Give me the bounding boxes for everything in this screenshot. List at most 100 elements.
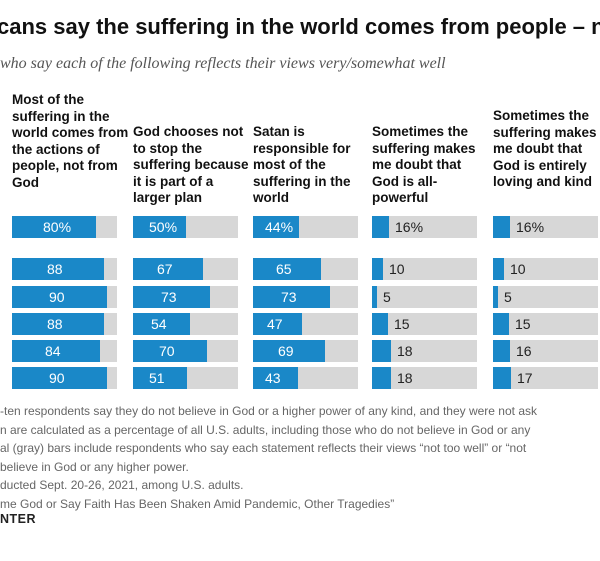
bar [133, 258, 203, 280]
bar [493, 340, 510, 362]
bar-track: 5 [372, 286, 477, 308]
bar-track: 73 [253, 286, 358, 308]
bar-track: 10 [372, 258, 477, 280]
bar-track: 54 [133, 313, 238, 335]
bar [12, 216, 96, 238]
bar [12, 340, 100, 362]
bar-value-label: 69 [278, 343, 294, 359]
bar [12, 367, 107, 389]
bar-value-label: 80% [43, 219, 72, 235]
column-header: Sometimes the suffering makes me doubt t… [493, 108, 597, 189]
bar [493, 216, 510, 238]
bar [253, 216, 299, 238]
note-line: ducted Sept. 20-26, 2021, among U.S. adu… [0, 478, 244, 493]
bar [372, 340, 391, 362]
bar-track: 70 [133, 340, 238, 362]
bar-track: 15 [372, 313, 477, 335]
bar-value-label: 50% [149, 219, 178, 235]
bar [253, 258, 321, 280]
bar-value-label: 47 [267, 316, 283, 332]
bar-track: 16% [372, 216, 477, 238]
bar-track: 69 [253, 340, 358, 362]
bar [133, 367, 187, 389]
bar-value-label: 73 [281, 289, 297, 305]
bar-value-label: 90 [49, 370, 65, 386]
bar-value-label: 18 [397, 370, 413, 386]
column-header: Satan is responsible for most of the suf… [253, 124, 351, 205]
bar [493, 258, 504, 280]
bar-track: 44% [253, 216, 358, 238]
bar-track: 15 [493, 313, 598, 335]
bar [12, 313, 104, 335]
bar [12, 286, 107, 308]
note-line: me God or Say Faith Has Been Shaken Amid… [0, 496, 395, 511]
note-line: -ten respondents say they do not believe… [0, 404, 537, 418]
bar [253, 313, 302, 335]
bar-value-label: 15 [515, 316, 531, 332]
bar-value-label: 73 [161, 289, 177, 305]
bar-track: 80% [12, 216, 117, 238]
bar-value-label: 10 [389, 261, 405, 277]
bar-value-label: 90 [49, 289, 65, 305]
bar-value-label: 43 [265, 370, 281, 386]
note-line: al (gray) bars include respondents who s… [0, 441, 527, 456]
bar [372, 258, 383, 280]
bar-track: 47 [253, 313, 358, 335]
bar-track: 88 [12, 313, 117, 335]
bar-value-label: 18 [397, 343, 413, 359]
bar [253, 340, 325, 362]
note-line: n are calculated as a percentage of all … [0, 422, 531, 437]
bar [133, 286, 210, 308]
bar [253, 286, 330, 308]
bar-track: 5 [493, 286, 598, 308]
bar-track: 90 [12, 286, 117, 308]
column-header: Most of the suffering in the world comes… [12, 92, 129, 190]
chart-notes: -ten respondents say they do not believe… [0, 402, 600, 514]
bar-value-label: 16 [516, 343, 532, 359]
bar-track: 18 [372, 340, 477, 362]
bar-value-label: 70 [159, 343, 175, 359]
bar-track: 88 [12, 258, 117, 280]
bar [133, 216, 186, 238]
bar-track: 18 [372, 367, 477, 389]
bar-track: 16% [493, 216, 598, 238]
bar [372, 286, 377, 308]
bar [493, 313, 509, 335]
bar [253, 367, 298, 389]
bar-track: 16 [493, 340, 598, 362]
bar [372, 367, 391, 389]
bar-value-label: 51 [149, 370, 165, 386]
bar-value-label: 15 [394, 316, 410, 332]
bar [133, 340, 207, 362]
chart-subtitle: who say each of the following reflects t… [0, 55, 446, 72]
bar-track: 10 [493, 258, 598, 280]
bar-track: 90 [12, 367, 117, 389]
bar [133, 313, 190, 335]
bar-track: 51 [133, 367, 238, 389]
column-header: God chooses not to stop the suffering be… [133, 124, 249, 205]
bar [493, 286, 498, 308]
bar [12, 258, 104, 280]
column-header: Sometimes the suffering makes me doubt t… [372, 124, 476, 205]
bar-value-label: 44% [265, 219, 294, 235]
bar [372, 313, 388, 335]
bar-value-label: 67 [157, 261, 173, 277]
bar-value-label: 88 [47, 261, 63, 277]
note-line: believe in God or any higher power. [0, 459, 189, 474]
bar-track: 65 [253, 258, 358, 280]
bar-track: 50% [133, 216, 238, 238]
bar-track: 17 [493, 367, 598, 389]
bar [493, 367, 511, 389]
bar-value-label: 10 [510, 261, 526, 277]
bar-value-label: 54 [151, 316, 167, 332]
bar-value-label: 16% [395, 219, 424, 235]
bar-value-label: 5 [383, 289, 391, 305]
bar-value-label: 16% [516, 219, 545, 235]
bar-track: 67 [133, 258, 238, 280]
chart-title: cans say the suffering in the world come… [0, 14, 600, 39]
bar [372, 216, 389, 238]
bar-value-label: 5 [504, 289, 512, 305]
bar-value-label: 84 [45, 343, 61, 359]
bar-track: 84 [12, 340, 117, 362]
bar-value-label: 88 [47, 316, 63, 332]
